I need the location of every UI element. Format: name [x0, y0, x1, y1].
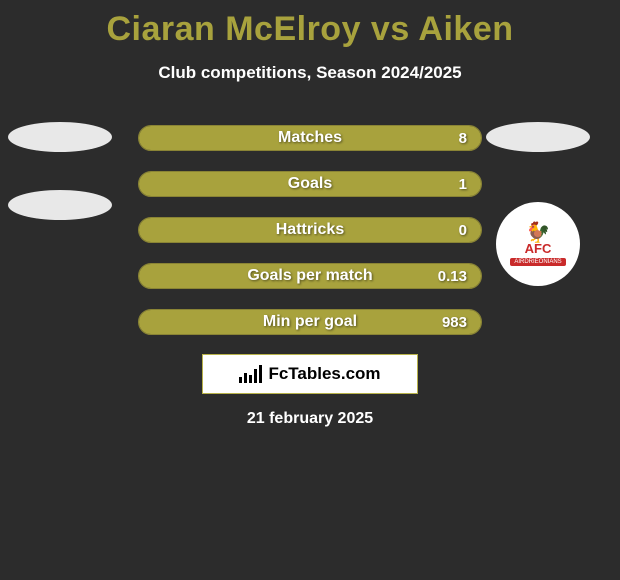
stat-row: Matches 8	[138, 125, 482, 151]
stat-row: Goals 1	[138, 171, 482, 197]
chart-icon	[239, 365, 262, 383]
footer-brand-logo: FcTables.com	[202, 354, 418, 394]
date-label: 21 february 2025	[247, 410, 373, 428]
badge-banner: AIRDRIEONIANS	[510, 258, 565, 266]
stat-value: 8	[459, 130, 467, 147]
stat-row: Goals per match 0.13	[138, 263, 482, 289]
right-player-column: 🐓 AFC AIRDRIEONIANS	[486, 122, 590, 286]
subtitle: Club competitions, Season 2024/2025	[0, 63, 620, 83]
stat-value: 983	[442, 314, 467, 331]
page-title: Ciaran McElroy vs Aiken	[0, 0, 620, 49]
stat-value: 0.13	[438, 268, 467, 285]
stat-value: 0	[459, 222, 467, 239]
badge-label-top: AFC	[510, 241, 565, 256]
player-oval	[8, 190, 112, 220]
stat-row: Hattricks 0	[138, 217, 482, 243]
stat-label: Goals	[288, 175, 332, 193]
stat-label: Hattricks	[276, 221, 344, 239]
stats-container: Matches 8 Goals 1 Hattricks 0 Goals per match 0…	[138, 125, 482, 335]
stat-label: Min per goal	[263, 313, 357, 331]
rooster-icon: 🐓	[510, 223, 565, 243]
stat-label: Goals per match	[247, 267, 372, 285]
stat-row: Min per goal 983	[138, 309, 482, 335]
stat-label: Matches	[278, 129, 342, 147]
player-oval	[486, 122, 590, 152]
player-oval	[8, 122, 112, 152]
left-player-column	[8, 122, 112, 220]
stat-value: 1	[459, 176, 467, 193]
club-badge: 🐓 AFC AIRDRIEONIANS	[496, 202, 580, 286]
footer-brand-text: FcTables.com	[268, 364, 380, 384]
